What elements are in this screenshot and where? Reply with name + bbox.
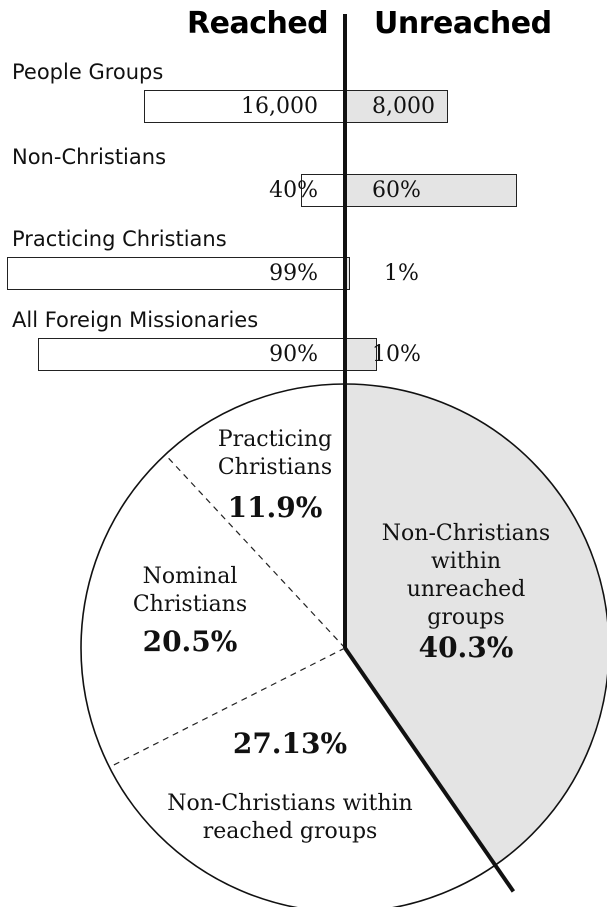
bar-category-label: People Groups: [12, 60, 164, 84]
pie-slice-label: Practicing: [218, 427, 332, 452]
pie-slice-label: Christians: [218, 455, 332, 480]
pie-slice-label: Non-Christians: [382, 521, 550, 546]
bar-unreached: [346, 90, 448, 123]
bar-unreached-value: 10%: [372, 342, 421, 367]
pie-slice-label: groups: [427, 605, 504, 630]
pie-slice: [345, 384, 607, 866]
pie-slice: [109, 648, 496, 907]
pie-slice-value: 27.13%: [233, 727, 347, 760]
pie-slice: [81, 454, 345, 768]
bar-unreached-value: 60%: [372, 178, 421, 203]
pie-slice-label: within: [431, 549, 501, 574]
bar-unreached: [346, 338, 377, 371]
reached-unreached-divider-lower: [343, 646, 516, 893]
header-reached: Reached: [187, 6, 329, 41]
bar-unreached-value: 8,000: [372, 94, 435, 119]
pie-slice-value: 40.3%: [419, 631, 514, 664]
header-unreached: Unreached: [374, 6, 552, 41]
pie-slice-label: Christians: [133, 592, 247, 617]
pie-slice-label: Non-Christians within: [167, 791, 412, 816]
bar-unreached-value: 1%: [384, 261, 419, 286]
bar-reached-value: 90%: [269, 342, 318, 367]
bar-reached-value: 99%: [269, 261, 318, 286]
pie-slice-value: 11.9%: [228, 491, 323, 524]
pie-slice-label: unreached: [407, 577, 526, 602]
bar-category-label: Practicing Christians: [12, 227, 227, 251]
pie-slice-value: 20.5%: [143, 625, 238, 658]
bar-reached: [7, 257, 346, 290]
bar-reached-value: 16,000: [241, 94, 318, 119]
pie-slice-label: Nominal: [143, 564, 238, 589]
bar-reached-value: 40%: [269, 178, 318, 203]
bar-unreached: [346, 174, 517, 207]
bar-reached: [38, 338, 346, 371]
bar-category-label: All Foreign Missionaries: [12, 308, 259, 332]
pie-slice-label: reached groups: [203, 819, 378, 844]
pie-slice: [165, 384, 345, 648]
bar-category-label: Non-Christians: [12, 145, 167, 169]
